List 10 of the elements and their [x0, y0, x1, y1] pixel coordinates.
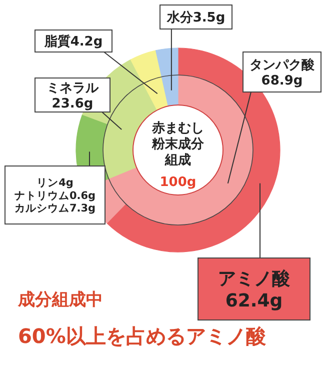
text: 成分組成中: [17, 290, 103, 310]
data-label: アミノ酸 62.4g: [218, 268, 291, 312]
text: 赤まむし粉末成分組成: [151, 121, 205, 169]
data-label: リン4g ナトリウム0.6g カルシウム7.3g: [14, 177, 96, 214]
data-label: 脂質4.2g: [43, 34, 103, 50]
text: 100g: [160, 175, 196, 190]
data-label: 水分3.5g: [166, 10, 226, 26]
text: 60%以上を占めるアミノ酸: [18, 324, 267, 348]
data-label: タンパク酸 68.9g: [250, 56, 316, 88]
data-label: ミネラル 23.6g: [46, 80, 100, 112]
